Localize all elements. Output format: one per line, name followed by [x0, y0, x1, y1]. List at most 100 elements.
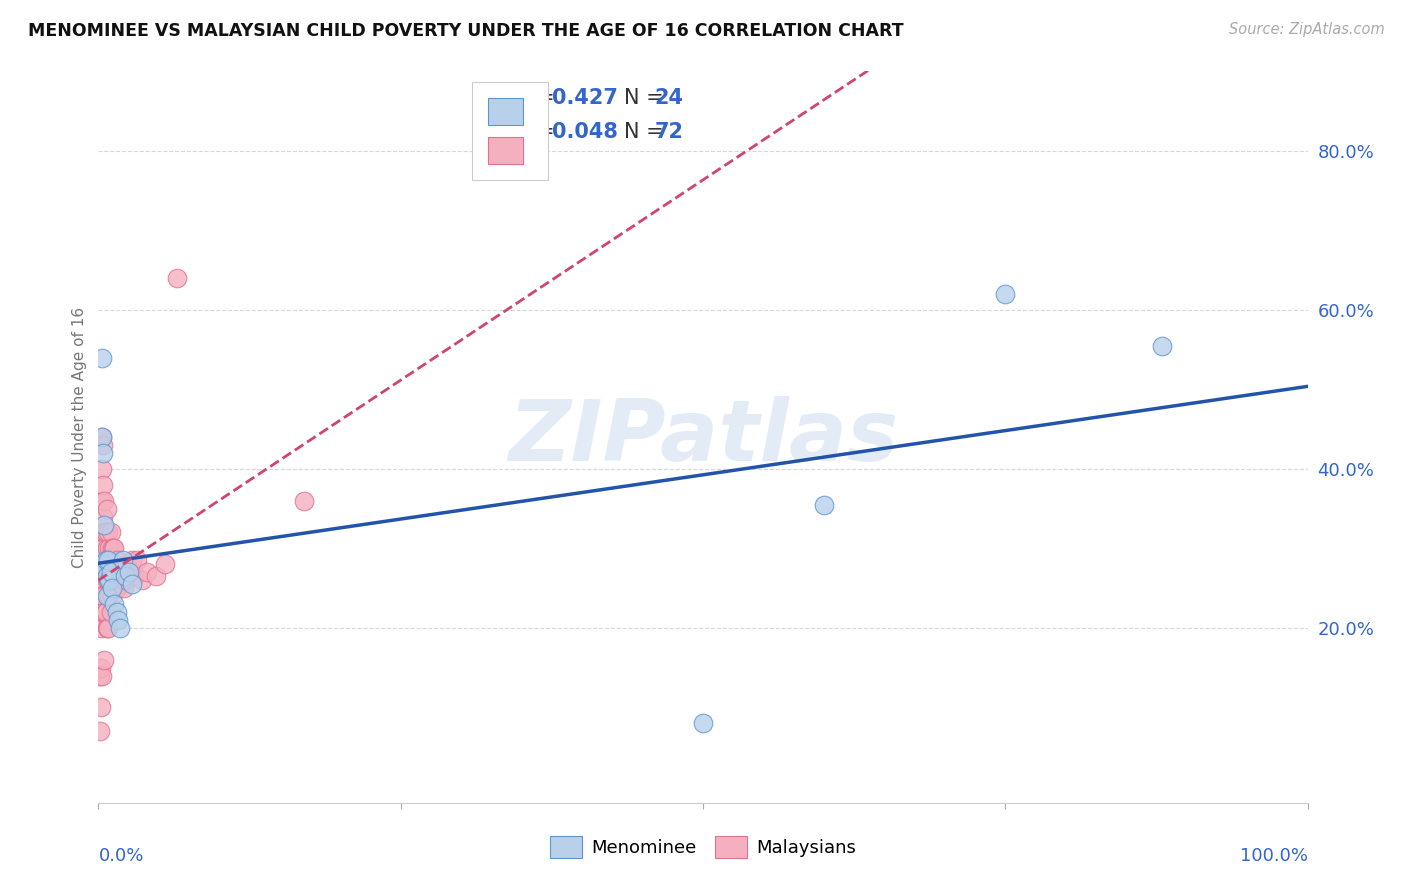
Point: [89, 724, 111, 739]
Point: [145, 569, 167, 583]
Text: 24: 24: [655, 88, 683, 108]
Point: [91, 605, 114, 619]
Point: [692, 716, 714, 731]
Point: [103, 597, 125, 611]
Point: [97, 525, 120, 540]
Point: [89, 566, 111, 580]
Text: N =: N =: [624, 122, 671, 142]
Point: [90, 605, 112, 619]
Point: [90, 558, 112, 572]
Point: [108, 569, 131, 583]
Point: [90, 541, 112, 556]
Point: [104, 558, 127, 572]
Point: [100, 525, 122, 540]
Point: [112, 581, 135, 595]
Point: [91, 541, 114, 556]
Point: [96, 573, 118, 587]
Text: 100.0%: 100.0%: [1240, 847, 1308, 864]
Point: [91, 446, 114, 460]
Point: [153, 558, 176, 572]
Point: [97, 553, 120, 567]
Point: [90, 700, 112, 714]
Point: [103, 581, 125, 595]
Point: [127, 553, 149, 567]
Point: [118, 566, 141, 580]
Point: [91, 438, 114, 452]
Point: [91, 589, 114, 603]
Text: R =: R =: [516, 88, 561, 108]
Point: [100, 558, 122, 572]
Point: [89, 541, 111, 556]
Point: [100, 581, 122, 595]
Point: [994, 287, 1017, 301]
Point: [90, 621, 112, 635]
Point: [98, 589, 121, 603]
Point: [100, 589, 122, 603]
Point: [98, 541, 121, 556]
Point: [93, 605, 115, 619]
Text: R =: R =: [516, 122, 561, 142]
Point: [90, 573, 112, 587]
Point: [94, 558, 117, 572]
Point: [94, 553, 117, 567]
Point: [111, 569, 134, 583]
Point: [124, 569, 146, 583]
Point: [114, 569, 136, 583]
Point: [108, 566, 131, 580]
Point: [110, 577, 132, 591]
Text: ZIPatlas: ZIPatlas: [508, 395, 898, 479]
Point: [103, 541, 125, 556]
Point: [101, 541, 124, 556]
Point: [292, 493, 315, 508]
Point: [117, 558, 139, 572]
Point: [90, 660, 112, 674]
Point: [97, 621, 120, 635]
Text: N =: N =: [624, 88, 671, 108]
Point: [121, 553, 143, 567]
Point: [100, 605, 122, 619]
Point: [107, 566, 129, 580]
Text: 0.048: 0.048: [551, 122, 617, 142]
Point: [93, 493, 115, 508]
Point: [114, 573, 136, 587]
Point: [89, 589, 111, 603]
Point: [121, 577, 143, 591]
Point: [135, 566, 157, 580]
Point: [1152, 338, 1174, 352]
Point: [100, 566, 122, 580]
Y-axis label: Child Poverty Under the Age of 16: Child Poverty Under the Age of 16: [72, 307, 87, 567]
Point: [91, 509, 114, 524]
Point: [89, 613, 111, 627]
Point: [97, 573, 120, 587]
Point: [93, 517, 115, 532]
Point: [93, 653, 115, 667]
Text: 72: 72: [655, 122, 683, 142]
Point: [90, 566, 112, 580]
Point: [96, 621, 118, 635]
Point: [93, 566, 115, 580]
Point: [90, 589, 112, 603]
Point: [91, 493, 114, 508]
Point: [91, 430, 114, 444]
Point: [105, 581, 128, 595]
Point: [96, 569, 118, 583]
Point: [94, 605, 117, 619]
Point: [118, 566, 141, 580]
Point: [91, 566, 114, 580]
Point: [96, 541, 118, 556]
Point: [94, 525, 117, 540]
Text: Source: ZipAtlas.com: Source: ZipAtlas.com: [1229, 22, 1385, 37]
Point: [105, 605, 128, 619]
Text: 0.0%: 0.0%: [98, 847, 143, 864]
Point: [813, 498, 835, 512]
Point: [89, 668, 111, 682]
Point: [107, 613, 129, 627]
Point: [91, 430, 114, 444]
Point: [166, 271, 188, 285]
Point: [105, 553, 128, 567]
Point: [91, 462, 114, 476]
Point: [131, 573, 153, 587]
Point: [91, 668, 114, 682]
Legend: Menominee, Malaysians: Menominee, Malaysians: [541, 827, 865, 867]
Point: [100, 541, 122, 556]
